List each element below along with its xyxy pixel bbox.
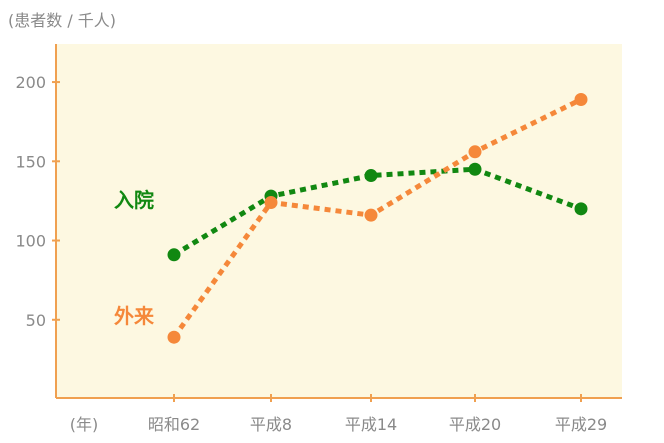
y-tick-label: 200 xyxy=(15,73,46,92)
x-tick-label: 平成8 xyxy=(250,415,292,434)
data-point-inpatient xyxy=(574,202,588,216)
data-point-outpatient xyxy=(264,195,278,209)
x-tick-label: 昭和62 xyxy=(148,415,200,434)
series-label-outpatient: 外来 xyxy=(114,304,155,328)
data-point-inpatient xyxy=(364,169,378,183)
data-point-outpatient xyxy=(574,92,588,106)
series-label-inpatient: 入院 xyxy=(114,188,154,212)
y-tick-label: 150 xyxy=(15,152,46,171)
data-point-outpatient xyxy=(167,330,181,344)
y-axis-unit-label: (患者数 / 千人) xyxy=(8,11,116,30)
y-tick-label: 50 xyxy=(26,311,46,330)
series-line-inpatient xyxy=(172,166,582,257)
x-tick-label: 平成29 xyxy=(555,415,607,434)
data-point-outpatient xyxy=(468,145,482,159)
data-point-inpatient xyxy=(468,162,482,176)
data-point-outpatient xyxy=(364,208,378,222)
x-tick-label: 平成20 xyxy=(449,415,501,434)
series-points xyxy=(167,92,588,344)
data-point-inpatient xyxy=(167,248,181,262)
plot-area xyxy=(56,44,622,398)
x-tick-label: 平成14 xyxy=(345,415,397,434)
axis-ticks: 50 100 150 200 昭和62 平成8 平成14 平成20 平成29 xyxy=(15,73,607,434)
y-tick-label: 100 xyxy=(15,232,46,251)
x-axis-unit-label: (年) xyxy=(70,415,99,434)
